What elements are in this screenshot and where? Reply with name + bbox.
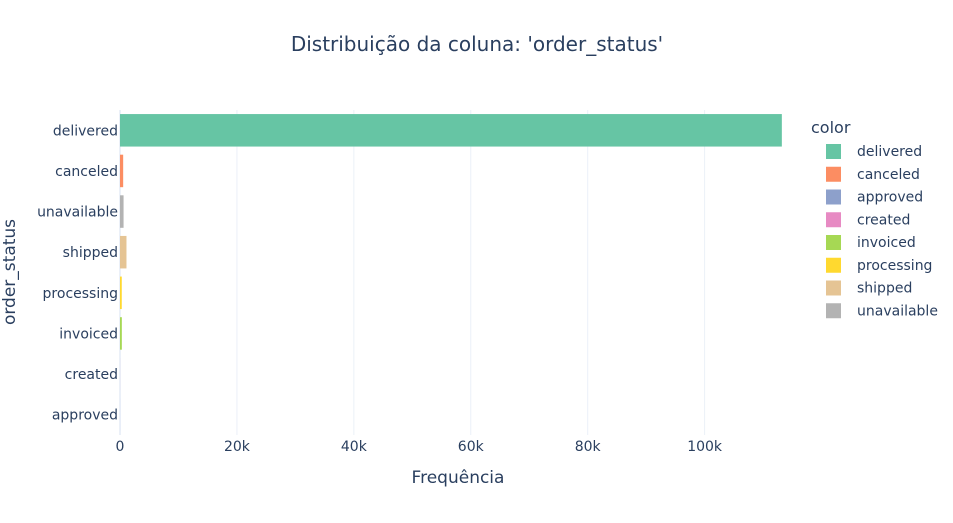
x-tick-label: 100k	[687, 439, 723, 455]
y-tick-label: delivered	[53, 123, 118, 139]
grid	[119, 110, 706, 435]
y-tick-labels: delivered canceled unavailable shipped proce…	[37, 123, 118, 423]
y-tick-label: created	[65, 367, 118, 383]
legend-item-label: processing	[857, 258, 932, 274]
x-tick-label: 60k	[458, 439, 485, 455]
chart-title: Distribuição da coluna: 'order_status'	[291, 32, 663, 56]
legend-swatch-unavailable	[826, 303, 841, 319]
legend-item-label: approved	[857, 190, 923, 206]
legend-swatch-shipped	[826, 280, 841, 296]
bar-invoiced	[120, 317, 122, 350]
legend-title: color	[811, 118, 851, 137]
bars	[120, 114, 782, 431]
legend-item-label: delivered	[857, 144, 922, 160]
legend-swatch-delivered	[826, 144, 841, 159]
legend-item-label: canceled	[857, 167, 920, 183]
bar-canceled	[120, 154, 124, 188]
legend-swatch-processing	[826, 257, 841, 273]
legend-swatch-canceled	[826, 166, 841, 182]
bar-delivered	[120, 114, 782, 147]
y-tick-label: unavailable	[37, 205, 118, 221]
x-axis-title: Frequência	[412, 468, 505, 488]
x-tick-label: 0	[116, 439, 125, 455]
y-tick-label: shipped	[63, 245, 118, 261]
legend-swatch-approved	[826, 189, 841, 205]
legend-item-label: created	[857, 212, 910, 228]
bar-processing	[120, 276, 122, 310]
legend-swatch-invoiced	[826, 235, 841, 250]
y-tick-label: approved	[52, 408, 118, 424]
y-axis-title: order_status	[0, 219, 20, 325]
y-tick-label: processing	[43, 286, 118, 302]
x-tick-label: 20k	[224, 439, 251, 455]
y-tick-label: invoiced	[59, 326, 118, 342]
x-tick-label: 80k	[575, 439, 602, 455]
legend-item-label: shipped	[857, 281, 912, 297]
x-tick-label: 40k	[341, 439, 368, 455]
bar-shipped	[120, 235, 127, 269]
legend-swatch-created	[826, 212, 841, 228]
legend-item-label: invoiced	[857, 235, 916, 251]
x-tick-labels: 0 20k 40k 60k 80k 100k	[116, 439, 723, 455]
legend-item-label: unavailable	[857, 303, 938, 319]
bar-unavailable	[120, 195, 124, 228]
y-tick-label: canceled	[55, 164, 118, 180]
legend[interactable]: color delivered canceled approved created in…	[811, 118, 938, 319]
